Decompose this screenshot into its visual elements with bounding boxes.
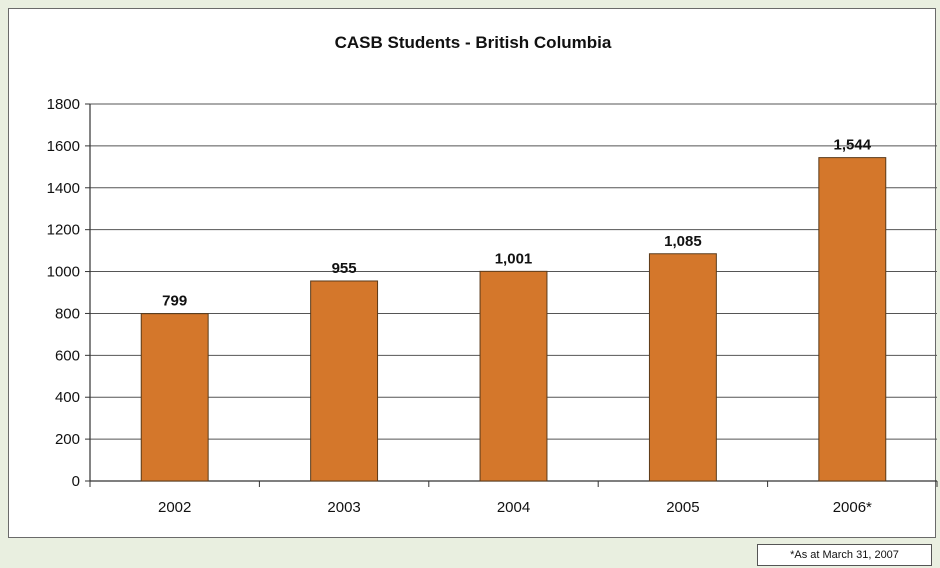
bar-value-label: 799	[162, 293, 187, 310]
y-tick-label: 200	[55, 431, 80, 448]
x-tick-label: 2004	[497, 499, 530, 516]
y-tick-label: 400	[55, 389, 80, 406]
bar	[140, 313, 209, 482]
bar	[310, 280, 379, 482]
y-tick-label: 1000	[47, 264, 80, 281]
y-tick-label: 0	[72, 473, 80, 490]
bar	[479, 270, 548, 482]
bar-value-label: 1,001	[495, 250, 533, 267]
bar-value-label: 955	[332, 260, 357, 277]
bar-chart: 0 200 400 600 800 1000 1200 1400 1600 1800 799 2002…	[47, 96, 938, 516]
chart-panel: CASB Students - British Columbia 0 200 400…	[8, 8, 938, 538]
x-tick-label: 2005	[666, 499, 699, 516]
y-tick-label: 1200	[47, 222, 80, 239]
y-tick-label: 1800	[47, 96, 80, 113]
x-tick-label: 2003	[327, 499, 360, 516]
chart-footnote: *As at March 31, 2007	[757, 544, 932, 566]
chart-title: CASB Students - British Columbia	[334, 33, 612, 52]
bar	[818, 157, 887, 482]
x-tick-label: 2006*	[833, 499, 872, 516]
bar-value-label: 1,085	[664, 233, 702, 250]
bar-value-label: 1,544	[834, 137, 872, 154]
y-tick-label: 800	[55, 305, 80, 322]
y-tick-label: 600	[55, 347, 80, 364]
y-tick-label: 1600	[47, 138, 80, 155]
bar	[648, 253, 717, 482]
x-tick-label: 2002	[158, 499, 191, 516]
y-tick-label: 1400	[47, 180, 80, 197]
